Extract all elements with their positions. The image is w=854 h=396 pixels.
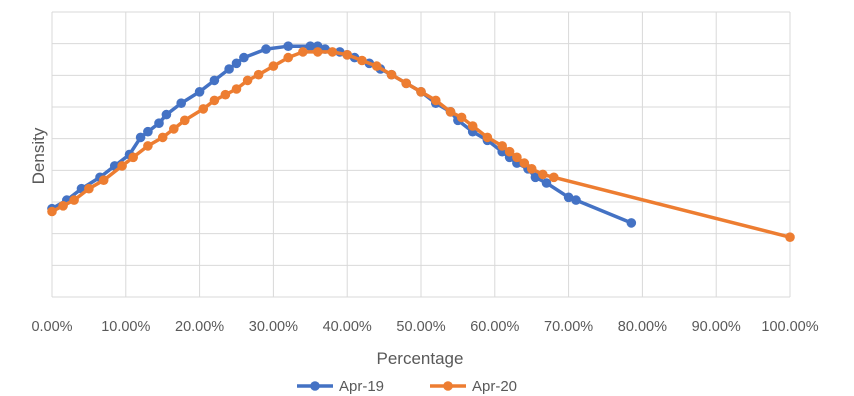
- data-point: [401, 78, 412, 89]
- data-point: [268, 61, 279, 71]
- data-point: [549, 172, 559, 183]
- legend: Apr-19 Apr-20: [297, 378, 517, 395]
- data-point: [239, 52, 249, 63]
- data-point: [231, 84, 242, 94]
- series-apr-20: [47, 47, 795, 242]
- legend-swatch-marker: [310, 381, 320, 391]
- series-layer: [47, 41, 795, 242]
- x-tick-label: 10.00%: [101, 319, 150, 335]
- data-point: [220, 89, 231, 100]
- data-point: [386, 69, 397, 80]
- x-tick-label: 50.00%: [396, 319, 445, 335]
- data-point: [283, 41, 294, 51]
- data-point: [312, 47, 323, 57]
- legend-swatch-marker: [443, 381, 453, 391]
- legend-item: Apr-19: [297, 378, 384, 395]
- data-point: [298, 47, 308, 57]
- x-tick-label: 60.00%: [470, 319, 519, 335]
- data-point: [342, 50, 353, 60]
- data-point: [180, 115, 190, 126]
- data-point: [169, 124, 179, 134]
- data-point: [176, 98, 186, 108]
- x-axis-title: Percentage: [377, 349, 464, 368]
- x-tick-label: 70.00%: [544, 319, 593, 335]
- data-point: [431, 95, 441, 106]
- data-point: [194, 87, 205, 97]
- x-tick-label: 90.00%: [692, 319, 741, 335]
- x-tick-label: 20.00%: [175, 319, 224, 335]
- data-point: [626, 218, 637, 228]
- data-point: [467, 121, 478, 131]
- data-point: [497, 141, 508, 151]
- data-point: [785, 232, 795, 242]
- data-point: [563, 192, 574, 203]
- data-point: [357, 55, 367, 66]
- legend-label: Apr-20: [472, 378, 517, 395]
- data-point: [84, 183, 94, 194]
- data-point: [261, 44, 271, 54]
- data-point: [504, 146, 515, 157]
- data-point: [198, 104, 209, 114]
- data-point: [209, 75, 220, 86]
- data-point: [327, 47, 338, 57]
- data-point: [157, 132, 168, 143]
- x-tick-labels: 0.00% 10.00% 20.00% 30.00% 40.00% 50.00% 60.00…: [31, 319, 818, 335]
- data-point: [117, 161, 127, 171]
- data-point: [143, 141, 153, 151]
- data-point: [519, 158, 530, 168]
- x-tick-label: 40.00%: [323, 319, 372, 335]
- data-point: [47, 206, 57, 217]
- data-point: [538, 169, 548, 180]
- data-point: [98, 175, 109, 185]
- x-tick-label: 100.00%: [761, 319, 818, 335]
- legend-item: Apr-20: [430, 378, 517, 395]
- data-point: [143, 126, 153, 137]
- data-point: [371, 61, 382, 71]
- data-point: [541, 178, 552, 188]
- data-point: [530, 172, 541, 183]
- data-point: [209, 95, 220, 106]
- data-point: [456, 112, 467, 123]
- x-tick-label: 0.00%: [31, 319, 72, 335]
- x-tick-label: 80.00%: [618, 319, 667, 335]
- data-point: [231, 58, 242, 69]
- data-point: [135, 132, 146, 143]
- data-point: [58, 201, 68, 211]
- series-apr-19: [47, 41, 637, 228]
- x-tick-label: 30.00%: [249, 319, 298, 335]
- gridlines: [51, 11, 791, 298]
- legend-label: Apr-19: [339, 378, 384, 395]
- data-point: [482, 132, 493, 143]
- data-point: [253, 69, 264, 80]
- data-point: [242, 75, 253, 86]
- data-point: [445, 107, 456, 117]
- data-point: [69, 195, 79, 205]
- data-point: [224, 64, 234, 74]
- data-point: [283, 52, 294, 63]
- data-point: [512, 152, 522, 163]
- data-point: [416, 87, 426, 97]
- data-point: [526, 164, 537, 174]
- data-point: [161, 109, 172, 120]
- data-point: [305, 41, 316, 51]
- data-point: [128, 152, 138, 163]
- data-point: [571, 195, 581, 205]
- y-axis-title: Density: [29, 127, 48, 184]
- data-point: [154, 118, 164, 128]
